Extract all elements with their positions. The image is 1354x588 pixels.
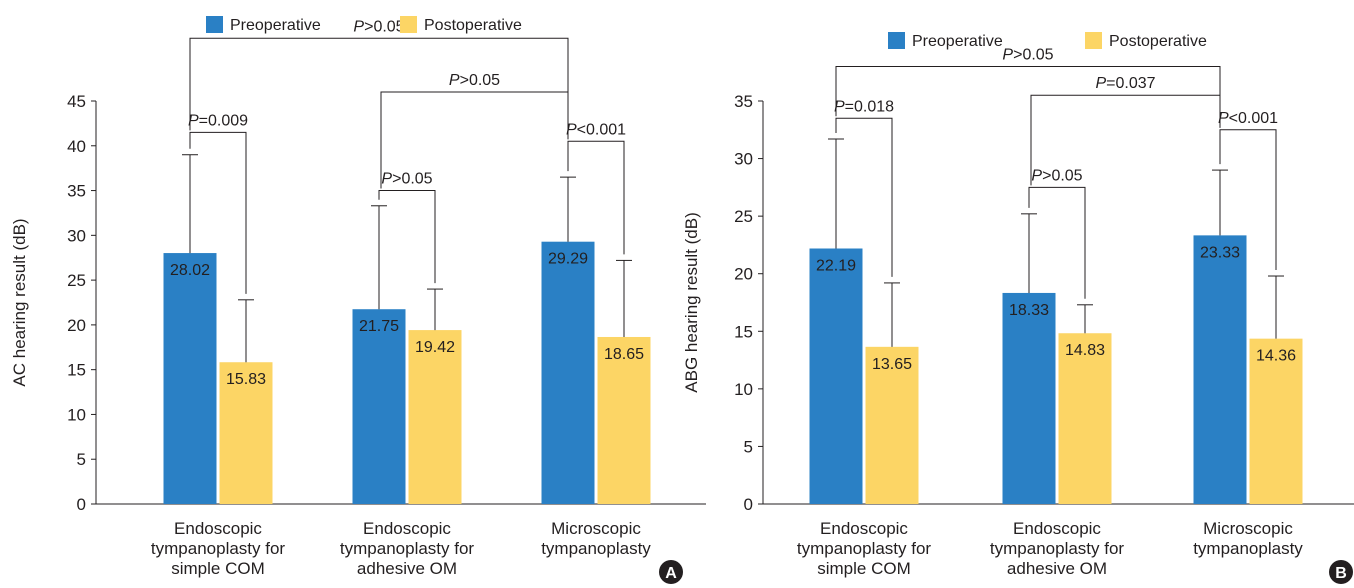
p-value-label: P<0.001 bbox=[566, 121, 626, 138]
panel-badge-label: B bbox=[1335, 565, 1347, 582]
x-category-label: tympanoplasty for bbox=[990, 539, 1125, 558]
p-value-label: P>0.05 bbox=[449, 72, 500, 89]
bar-postoperative-3 bbox=[1249, 338, 1303, 504]
x-category-label: adhesive OM bbox=[1007, 559, 1107, 578]
bar-value-label: 29.29 bbox=[548, 251, 588, 268]
x-category-label: Microscopic bbox=[1203, 519, 1293, 538]
bar-value-label: 19.42 bbox=[415, 339, 455, 356]
bar-value-label: 18.33 bbox=[1009, 302, 1049, 319]
p-value-label: P>0.05 bbox=[1002, 46, 1053, 63]
y-tick-label: 35 bbox=[67, 182, 86, 201]
p-value-label: P=0.018 bbox=[834, 98, 894, 115]
legend-label-postoperative: Postoperative bbox=[424, 17, 522, 34]
y-tick-label: 5 bbox=[744, 437, 753, 456]
bar-value-label: 14.83 bbox=[1065, 342, 1105, 359]
significance-bracket bbox=[567, 140, 625, 255]
bar-postoperative-2 bbox=[408, 330, 462, 504]
x-category-label: tympanoplasty for bbox=[340, 539, 475, 558]
bar-preoperative-1 bbox=[809, 248, 863, 504]
legend-swatch-preoperative bbox=[888, 32, 905, 49]
y-tick-label: 30 bbox=[734, 150, 753, 169]
bar-value-label: 14.36 bbox=[1256, 348, 1296, 365]
bar-value-label: 15.83 bbox=[226, 371, 266, 388]
y-tick-label: 20 bbox=[67, 316, 86, 335]
y-tick-label: 15 bbox=[67, 361, 86, 380]
bar-preoperative-3 bbox=[541, 241, 595, 504]
y-tick-label: 25 bbox=[67, 271, 86, 290]
bar-preoperative-3 bbox=[1193, 235, 1247, 505]
x-category-label: Endoscopic bbox=[363, 519, 451, 538]
legend-swatch-preoperative bbox=[206, 16, 223, 33]
panel-badge-label: A bbox=[665, 565, 677, 582]
legend-swatch-postoperative bbox=[400, 16, 417, 33]
significance-bracket bbox=[378, 190, 436, 284]
bar-preoperative-2 bbox=[1002, 292, 1056, 504]
y-tick-label: 45 bbox=[67, 92, 86, 111]
bar-value-label: 28.02 bbox=[170, 262, 210, 279]
y-tick-label: 0 bbox=[744, 495, 753, 514]
y-tick-label: 0 bbox=[77, 495, 86, 514]
p-value-label: P<0.001 bbox=[1218, 110, 1278, 127]
x-category-label: Endoscopic bbox=[820, 519, 908, 538]
significance-bracket bbox=[189, 131, 247, 294]
bar-preoperative-1 bbox=[163, 253, 217, 504]
significance-bracket bbox=[189, 37, 569, 140]
x-category-label: tympanoplasty for bbox=[797, 539, 932, 558]
legend-label-postoperative: Postoperative bbox=[1109, 33, 1207, 50]
y-tick-label: 40 bbox=[67, 137, 86, 156]
legend-label-preoperative: Preoperative bbox=[912, 33, 1003, 50]
bar-value-label: 23.33 bbox=[1200, 244, 1240, 261]
x-category-label: tympanoplasty bbox=[1193, 539, 1303, 558]
y-axis-label: AC hearing result (dB) bbox=[10, 218, 29, 386]
x-category-label: adhesive OM bbox=[357, 559, 457, 578]
p-value-label: P>0.05 bbox=[381, 171, 432, 188]
x-category-label: simple COM bbox=[171, 559, 265, 578]
y-tick-label: 35 bbox=[734, 92, 753, 111]
panel-badge bbox=[1329, 560, 1353, 584]
y-tick-label: 10 bbox=[67, 405, 86, 424]
significance-bracket bbox=[835, 65, 1221, 128]
panel-badge bbox=[659, 560, 683, 584]
legend-swatch-postoperative bbox=[1085, 32, 1102, 49]
y-axis-label: ABG hearing result (dB) bbox=[682, 212, 701, 392]
x-category-label: Endoscopic bbox=[1013, 519, 1101, 538]
bar-preoperative-2 bbox=[352, 309, 406, 504]
p-value-label: P=0.009 bbox=[188, 112, 248, 129]
bar-postoperative-3 bbox=[597, 336, 651, 504]
chart-panel-a: 0 5 10 15 20 25 30 35 40 45 AC hearing result (dB)… bbox=[10, 16, 706, 584]
bar-postoperative-2 bbox=[1058, 333, 1112, 504]
p-value-label: P=0.037 bbox=[1095, 75, 1155, 92]
p-value-label: P>0.05 bbox=[1031, 167, 1082, 184]
y-tick-label: 25 bbox=[734, 207, 753, 226]
bar-value-label: 22.19 bbox=[816, 257, 856, 274]
bar-value-label: 21.75 bbox=[359, 318, 399, 335]
x-category-label: tympanoplasty for bbox=[151, 539, 286, 558]
chart-panel-b: 0 5 10 15 20 25 30 35 ABG hearing result (dB) 22.… bbox=[682, 32, 1354, 584]
y-tick-label: 15 bbox=[734, 322, 753, 341]
p-value-label: P>0.05 bbox=[353, 18, 404, 35]
legend-label-preoperative: Preoperative bbox=[230, 17, 321, 34]
y-tick-label: 10 bbox=[734, 380, 753, 399]
y-tick-label: 20 bbox=[734, 265, 753, 284]
x-category-label: Microscopic bbox=[551, 519, 641, 538]
bar-value-label: 13.65 bbox=[872, 356, 912, 373]
bar-postoperative-1 bbox=[219, 362, 273, 504]
y-tick-label: 30 bbox=[67, 226, 86, 245]
y-tick-label: 5 bbox=[77, 450, 86, 469]
significance-bracket bbox=[1028, 186, 1086, 299]
x-category-label: tympanoplasty bbox=[541, 539, 651, 558]
x-category-label: Endoscopic bbox=[174, 519, 262, 538]
x-category-label: simple COM bbox=[817, 559, 911, 578]
bar-postoperative-1 bbox=[865, 346, 919, 504]
bar-value-label: 18.65 bbox=[604, 346, 644, 363]
significance-bracket bbox=[1219, 129, 1277, 271]
significance-bracket bbox=[835, 117, 893, 277]
